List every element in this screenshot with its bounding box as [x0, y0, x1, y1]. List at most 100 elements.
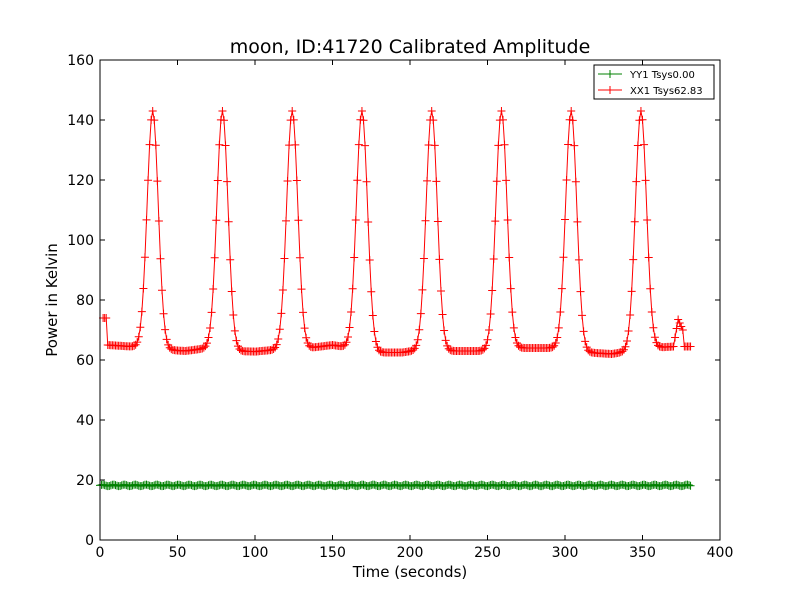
- data-point: [213, 176, 222, 185]
- data-point: [489, 254, 498, 263]
- y-axis-label: Power in Kelvin: [43, 243, 61, 357]
- data-point: [685, 481, 693, 490]
- data-point: [574, 255, 583, 264]
- data-point: [629, 255, 638, 264]
- data-point: [430, 141, 439, 150]
- data-point: [554, 323, 563, 332]
- data-point: [215, 140, 224, 149]
- data-point: [365, 255, 374, 264]
- data-point: [421, 216, 430, 225]
- data-point: [618, 347, 627, 356]
- data-point: [367, 287, 376, 296]
- data-point: [161, 325, 170, 334]
- data-point: [342, 338, 351, 347]
- data-point: [207, 308, 216, 317]
- y-tick-label: 0: [85, 533, 94, 549]
- data-point: [491, 217, 500, 226]
- data-point: [557, 284, 566, 293]
- data-point: [483, 335, 492, 344]
- data-point: [567, 107, 576, 115]
- y-tick-label: 140: [67, 113, 94, 129]
- data-point: [102, 314, 111, 322]
- data-point: [368, 311, 377, 320]
- data-point: [209, 285, 218, 294]
- data-point: [415, 325, 424, 334]
- data-point: [274, 335, 283, 344]
- data-point: [302, 333, 311, 342]
- x-tick-label: 250: [474, 545, 501, 561]
- data-point: [494, 141, 503, 150]
- data-point: [573, 217, 582, 226]
- data-point: [647, 307, 656, 316]
- data-point: [151, 141, 160, 150]
- data-point: [644, 253, 653, 262]
- data-point: [229, 310, 238, 319]
- data-point: [626, 310, 635, 319]
- data-point: [136, 323, 145, 332]
- data-point: [144, 176, 153, 185]
- data-point: [297, 285, 306, 294]
- data-point: [220, 116, 228, 125]
- data-point: [353, 176, 362, 185]
- x-tick-label: 0: [96, 545, 105, 561]
- data-point: [633, 141, 642, 150]
- data-point: [345, 323, 354, 332]
- data-point: [643, 215, 652, 224]
- data-point: [361, 141, 370, 150]
- data-point: [153, 177, 162, 186]
- data-point: [212, 216, 221, 225]
- data-point: [210, 253, 219, 262]
- data-point: [650, 333, 659, 342]
- data-point: [226, 255, 235, 264]
- data-point: [624, 327, 633, 336]
- data-point: [672, 324, 681, 333]
- data-point: [576, 287, 585, 296]
- data-point: [351, 215, 360, 224]
- data-point: [581, 337, 590, 346]
- data-point: [145, 140, 154, 149]
- data-point: [362, 177, 371, 186]
- data-point: [292, 176, 301, 185]
- data-point: [288, 107, 297, 115]
- data-point: [437, 286, 445, 295]
- data-point: [348, 284, 357, 293]
- data-point: [291, 140, 300, 149]
- y-tick-label: 120: [67, 173, 94, 189]
- data-point: [674, 315, 683, 324]
- data-point: [269, 345, 278, 354]
- data-point: [162, 335, 171, 344]
- data-point: [506, 284, 515, 293]
- data-point: [133, 338, 142, 347]
- series-0: [96, 480, 695, 491]
- data-point: [294, 216, 303, 225]
- data-point: [621, 342, 630, 351]
- legend-label-yy1: YY1 Tsys0.00: [629, 70, 695, 81]
- data-point: [646, 284, 655, 293]
- data-point: [486, 310, 495, 319]
- data-point: [278, 285, 287, 294]
- legend: YY1 Tsys0.00 XX1 Tsys62.83: [593, 64, 715, 100]
- data-point: [638, 115, 647, 124]
- data-point: [134, 332, 143, 341]
- data-point: [202, 339, 211, 348]
- y-tick-label: 60: [76, 353, 94, 369]
- legend-marker-xx1: [606, 86, 614, 94]
- data-point: [154, 217, 163, 226]
- x-tick-label: 200: [397, 545, 424, 561]
- data-point: [632, 177, 641, 186]
- data-point: [551, 338, 560, 347]
- data-point: [440, 326, 449, 335]
- data-point: [686, 481, 695, 490]
- data-point: [435, 255, 444, 264]
- data-point: [150, 116, 159, 125]
- data-point: [553, 333, 562, 342]
- data-point: [649, 323, 658, 332]
- data-point: [299, 308, 308, 317]
- data-point: [503, 215, 512, 224]
- series-layer: [96, 107, 695, 491]
- data-point: [432, 177, 441, 186]
- data-point: [289, 115, 298, 124]
- chart-title: moon, ID:41720 Calibrated Amplitude: [230, 36, 591, 58]
- data-point: [686, 342, 695, 351]
- data-point: [158, 286, 166, 295]
